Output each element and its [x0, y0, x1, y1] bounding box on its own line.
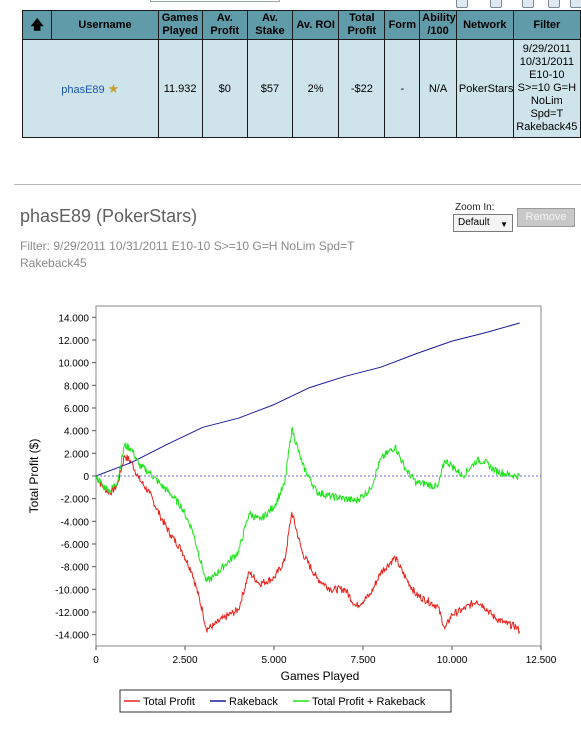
filter-line: S>=10 G=H: [517, 82, 577, 94]
chart-legend: Total Profit Rakeback Total Profit + Rakeb…: [119, 689, 452, 713]
filter-line: E10-10: [529, 69, 565, 81]
y-tick-label: -14.000: [55, 631, 89, 642]
games-played-cell: 11.932: [157, 39, 203, 138]
plot-area: [95, 305, 542, 647]
ability-cell: N/A: [419, 39, 457, 138]
column-header-av-profit[interactable]: Av. Profit: [201, 10, 248, 40]
column-header-username[interactable]: Username: [51, 10, 159, 40]
av-roi-cell: 2%: [292, 39, 340, 138]
y-tick-label: 8.000: [64, 381, 89, 392]
y-tick-label: 2.000: [64, 449, 89, 460]
x-tick-label: 12.500: [526, 655, 557, 666]
sort-arrow-icon[interactable]: 🡅: [21, 10, 53, 40]
document-icon[interactable]: [456, 0, 468, 8]
results-table: 🡅 Username Games Played Av. Profit Av. S…: [21, 10, 581, 138]
x-tick-label: 2.500: [172, 655, 197, 666]
y-tick-label: 4.000: [64, 427, 89, 438]
column-header-network[interactable]: Network: [455, 10, 514, 40]
profit-chart: 14.000 12.000 10.000 8.000 6.000 4.000 2.000 0 -…: [27, 305, 557, 713]
grid-icon[interactable]: [490, 0, 502, 8]
series-line-rakeback: [95, 322, 520, 477]
filter-line: Rakeback45: [516, 121, 578, 133]
y-tick-label: -6.000: [61, 540, 90, 551]
y-tick-label: 12.000: [58, 336, 89, 347]
legend-label: Total Profit: [143, 696, 195, 708]
av-stake-cell: $57: [246, 39, 294, 138]
section-divider: [14, 184, 581, 185]
filter-line: Spd=T: [530, 108, 564, 120]
remove-button[interactable]: Remove: [517, 208, 575, 227]
table-row: phasE89 ★ 11.932 $0 $57 2% -$22 - N/A Pok…: [22, 39, 581, 138]
y-tick-label: -4.000: [61, 517, 90, 528]
username-link[interactable]: phasE89: [61, 83, 105, 96]
y-axis-label: Total Profit ($): [27, 439, 41, 514]
filter-cell: 9/29/2011 10/31/2011 E10-10 S>=10 G=H No…: [512, 39, 581, 138]
filter-line: 10/31/2011: [519, 56, 574, 68]
x-tick-label: 0: [93, 655, 99, 666]
player-title: phasE89 (PokerStars): [20, 206, 198, 226]
top-toolbar: [150, 0, 581, 10]
av-profit-cell: $0: [201, 39, 248, 138]
column-header-total-profit[interactable]: Total Profit: [338, 10, 386, 40]
x-tick-label: 5.000: [261, 655, 286, 666]
column-header-filter[interactable]: Filter: [512, 10, 581, 40]
chevron-down-icon: ▼: [500, 220, 508, 229]
toolbar-input[interactable]: [150, 0, 280, 2]
y-tick-label: 10.000: [58, 359, 89, 370]
x-axis-label: Games Played: [281, 669, 360, 683]
filter-line: NoLim: [530, 95, 563, 107]
zoom-selected-value: Default: [458, 217, 490, 228]
refresh-icon[interactable]: [548, 0, 560, 8]
y-tick-label: 14.000: [58, 313, 89, 324]
x-tick-label: 10.000: [437, 655, 468, 666]
y-tick-label: 0: [83, 472, 89, 483]
total-profit-cell: -$22: [338, 39, 386, 138]
column-header-av-stake[interactable]: Av. Stake: [246, 10, 294, 40]
legend-label: Total Profit + Rakeback: [312, 696, 426, 708]
column-header-games-played[interactable]: Games Played: [157, 10, 203, 40]
legend-box: [119, 689, 452, 713]
column-header-av-roi[interactable]: Av. ROI: [292, 10, 340, 40]
series-line-total-profit-rakeback: [95, 427, 521, 583]
x-tick-label: 7.500: [350, 655, 375, 666]
y-tick-label: -10.000: [55, 585, 89, 596]
column-header-form[interactable]: Form: [384, 10, 421, 40]
table-header-row: 🡅 Username Games Played Av. Profit Av. S…: [21, 10, 581, 40]
form-cell: -: [384, 39, 421, 138]
network-cell: PokerStars: [455, 39, 514, 138]
legend-label: Rakeback: [229, 696, 278, 708]
y-tick-label: -12.000: [55, 608, 89, 619]
y-tick-label: -2.000: [61, 495, 90, 506]
y-tick-label: -8.000: [61, 563, 90, 574]
filter-description: Filter: 9/29/2011 10/31/2011 E10-10 S>=1…: [20, 239, 355, 270]
zoom-select[interactable]: Default ▼: [453, 214, 513, 232]
star-icon[interactable]: ★: [107, 80, 120, 96]
column-header-ability[interactable]: Ability /100: [419, 10, 457, 40]
y-tick-label: 6.000: [64, 404, 89, 415]
list-icon[interactable]: [522, 0, 534, 8]
filter-line: 9/29/2011: [522, 43, 571, 55]
series-line-total-profit: [95, 454, 521, 634]
zoom-label: Zoom In:: [455, 202, 495, 213]
arrow-icon[interactable]: [570, 0, 581, 8]
username-cell: phasE89 ★: [22, 39, 159, 138]
